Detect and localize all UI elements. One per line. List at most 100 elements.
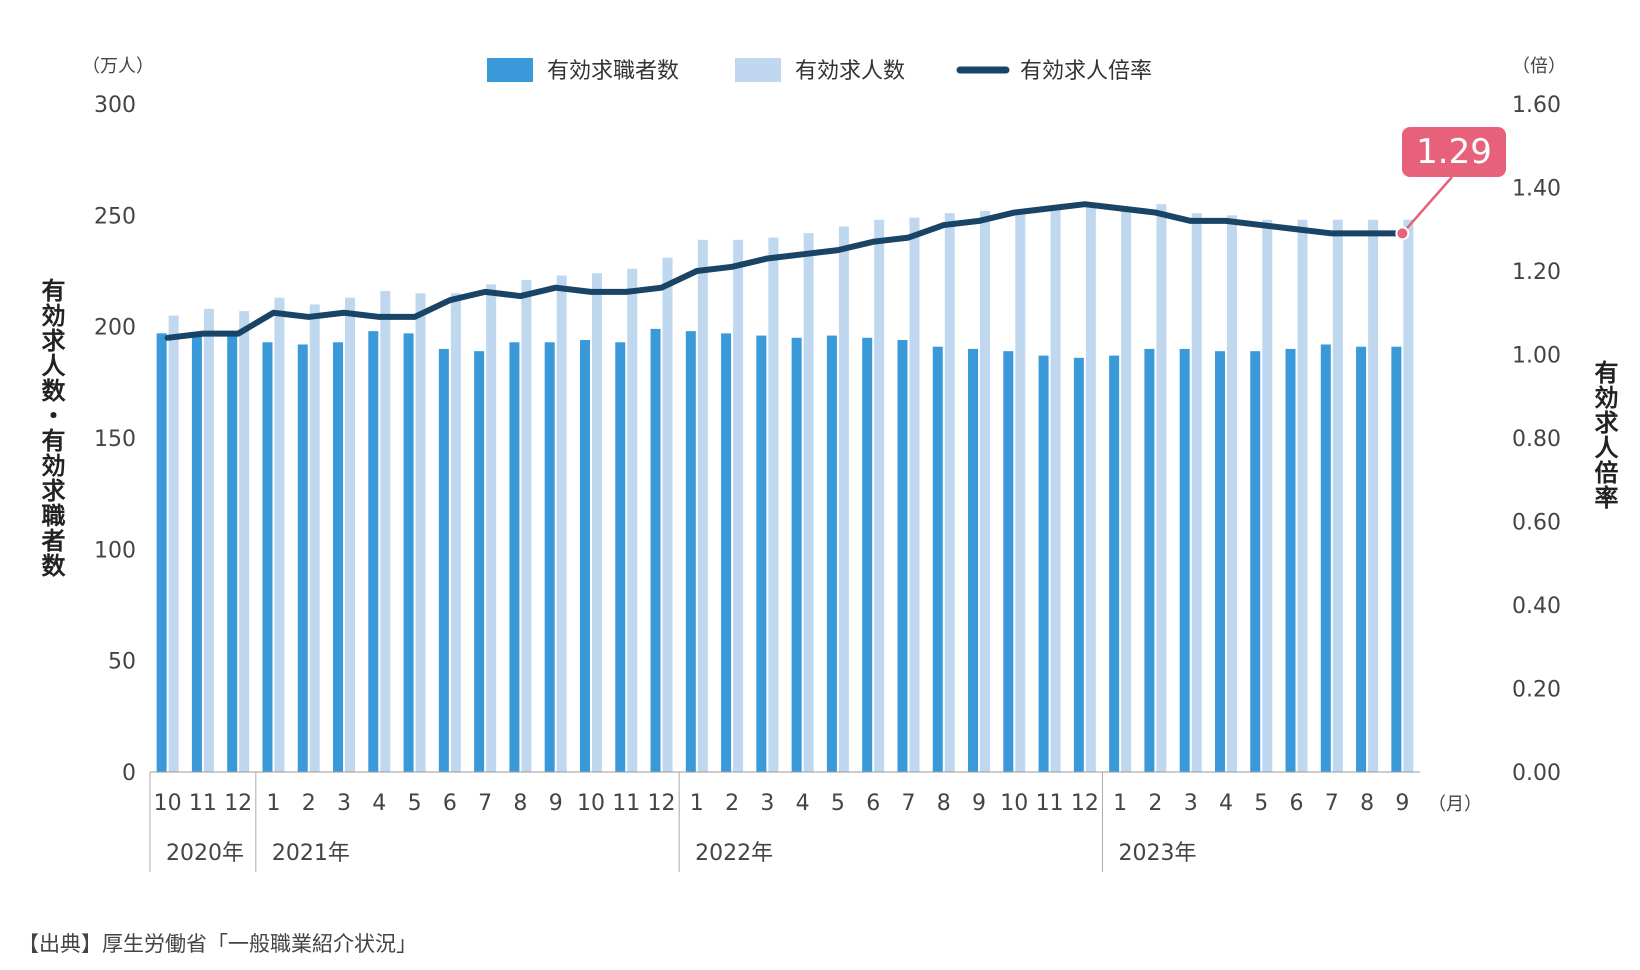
bar-offers-34 — [1368, 219, 1379, 772]
annotation-layer: 1.29 — [1395, 127, 1506, 241]
right-tick-4: 0.80 — [1512, 427, 1561, 452]
month-label-28: 2 — [1148, 791, 1162, 816]
legend-label-1: 有効求人数 — [795, 59, 905, 84]
bar-seekers-18 — [791, 337, 802, 772]
year-label-3: 2023年 — [1119, 841, 1197, 866]
bar-offers-15 — [697, 239, 708, 772]
bar-seekers-2 — [227, 333, 238, 772]
month-label-18: 4 — [796, 791, 810, 816]
bar-offers-32 — [1297, 219, 1308, 772]
left-tick-2: 100 — [94, 538, 136, 563]
bar-seekers-23 — [968, 348, 979, 772]
bar-offers-10 — [521, 279, 532, 772]
bar-seekers-17 — [756, 335, 767, 772]
bar-offers-25 — [1050, 208, 1061, 773]
bar-seekers-33 — [1320, 344, 1331, 772]
month-label-15: 1 — [690, 791, 704, 816]
left-axis-unit: （万人） — [82, 56, 154, 77]
bar-offers-20 — [874, 219, 885, 772]
bar-offers-27 — [1121, 208, 1132, 773]
bar-seekers-8 — [438, 348, 449, 772]
bar-seekers-22 — [932, 346, 943, 772]
month-label-2: 12 — [224, 791, 252, 816]
month-label-29: 3 — [1184, 791, 1198, 816]
right-tick-6: 1.20 — [1512, 260, 1561, 285]
bar-seekers-28 — [1144, 348, 1155, 772]
bar-seekers-29 — [1179, 348, 1190, 772]
bar-offers-23 — [980, 210, 991, 772]
bar-offers-6 — [380, 291, 391, 772]
right-axis-title: 有効求人倍率 — [1590, 360, 1618, 510]
bar-offers-9 — [486, 284, 497, 772]
right-tick-1: 0.20 — [1512, 678, 1561, 703]
bar-seekers-34 — [1356, 346, 1367, 772]
legend-label-2: 有効求人倍率 — [1020, 59, 1152, 84]
bar-offers-5 — [345, 297, 356, 772]
month-label-17: 3 — [760, 791, 774, 816]
annotation-point — [1395, 226, 1410, 241]
month-label-0: 10 — [154, 791, 182, 816]
bar-seekers-21 — [897, 340, 908, 772]
month-label-24: 10 — [1000, 791, 1028, 816]
legend-label-0: 有効求職者数 — [547, 59, 679, 84]
month-label-14: 12 — [648, 791, 676, 816]
bar-offers-33 — [1332, 219, 1343, 772]
bar-seekers-31 — [1250, 351, 1261, 772]
year-label-0: 2020年 — [166, 841, 244, 866]
month-label-27: 1 — [1113, 791, 1127, 816]
month-label-7: 5 — [408, 791, 422, 816]
bar-seekers-32 — [1285, 348, 1296, 772]
bar-seekers-35 — [1391, 346, 1402, 772]
bar-seekers-27 — [1109, 355, 1120, 772]
month-label-12: 10 — [577, 791, 605, 816]
bar-seekers-7 — [403, 333, 414, 772]
bar-seekers-15 — [685, 331, 696, 772]
legend: 有効求職者数 有効求人数 有効求人倍率 — [487, 58, 1152, 84]
bar-seekers-13 — [615, 342, 626, 772]
bar-offers-16 — [733, 239, 744, 772]
bar-seekers-19 — [826, 335, 837, 772]
month-label-22: 8 — [937, 791, 951, 816]
bar-seekers-6 — [368, 331, 379, 772]
bar-offers-1 — [203, 308, 214, 772]
bar-seekers-3 — [262, 342, 273, 772]
bar-offers-13 — [627, 268, 638, 772]
month-label-1: 11 — [189, 791, 217, 816]
ratio-line-layer — [164, 201, 1406, 341]
bar-offers-8 — [450, 293, 461, 772]
bar-seekers-25 — [1038, 355, 1049, 772]
year-label-2: 2022年 — [695, 841, 773, 866]
month-label-5: 3 — [337, 791, 351, 816]
month-label-33: 7 — [1325, 791, 1339, 816]
bar-offers-2 — [239, 311, 250, 772]
bar-seekers-16 — [721, 333, 732, 772]
month-label-11: 9 — [549, 791, 563, 816]
right-tick-7: 1.40 — [1512, 177, 1561, 202]
bar-offers-22 — [944, 213, 955, 772]
bar-seekers-24 — [1003, 351, 1014, 772]
month-label-6: 4 — [372, 791, 386, 816]
left-axis-title: 有効求人数・有効求職者数 — [37, 278, 65, 578]
month-label-30: 4 — [1219, 791, 1233, 816]
month-label-35: 9 — [1395, 791, 1409, 816]
bar-offers-21 — [909, 217, 920, 772]
bar-offers-31 — [1262, 219, 1273, 772]
bar-seekers-4 — [297, 344, 308, 772]
bar-offers-4 — [309, 304, 320, 772]
bar-seekers-26 — [1073, 357, 1084, 772]
month-label-32: 6 — [1290, 791, 1304, 816]
axes-layer: 0 50 100 150 200 250 300 （万人） 0.00 0.20 0.40 0.60 0.… — [82, 56, 1566, 872]
month-label-4: 2 — [302, 791, 316, 816]
bar-seekers-11 — [544, 342, 555, 772]
bar-seekers-30 — [1214, 351, 1225, 772]
month-label-25: 11 — [1036, 791, 1064, 816]
right-tick-0: 0.00 — [1512, 761, 1561, 786]
legend-swatch-0 — [487, 58, 533, 82]
left-tick-4: 200 — [94, 316, 136, 341]
bar-offers-11 — [556, 275, 567, 772]
left-tick-1: 50 — [108, 650, 136, 675]
bar-offers-7 — [415, 293, 426, 772]
right-tick-3: 0.60 — [1512, 511, 1561, 536]
bar-offers-26 — [1085, 206, 1096, 773]
